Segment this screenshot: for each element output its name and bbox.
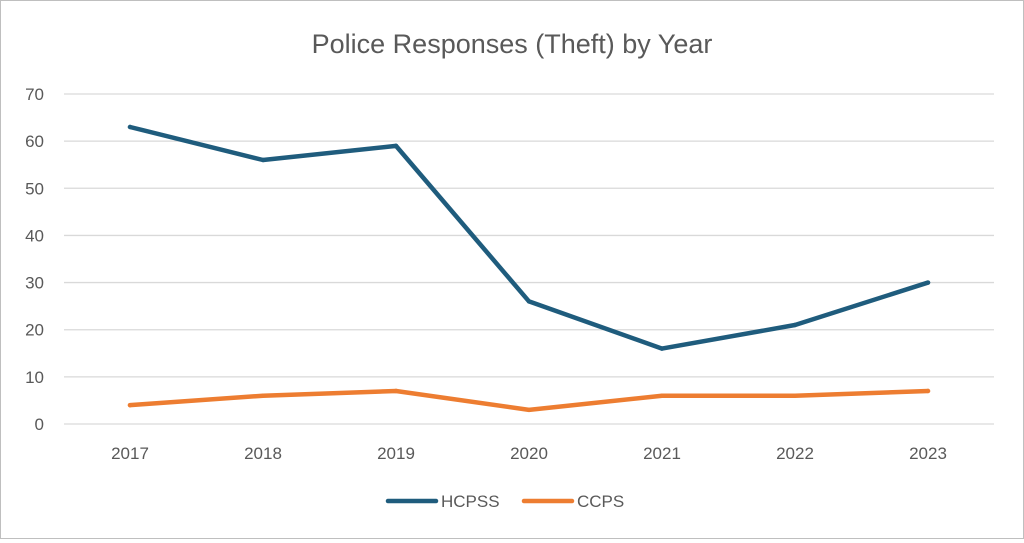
legend: HCPSS CCPS: [385, 492, 624, 511]
x-tick-label: 2021: [643, 444, 681, 463]
y-tick-label: 60: [25, 132, 44, 151]
legend-label-hcpss: HCPSS: [441, 492, 500, 511]
data-point-ccps: [127, 402, 133, 408]
y-tick-label: 40: [25, 226, 44, 245]
data-point-ccps: [260, 393, 266, 398]
y-tick-label: 70: [25, 85, 44, 104]
x-tick-label: 2018: [244, 444, 282, 463]
y-tick-label: 10: [25, 368, 44, 387]
x-tick-label: 2019: [377, 444, 415, 463]
data-point-ccps: [792, 393, 798, 398]
x-tick-label: 2023: [909, 444, 947, 463]
data-point-hcpss: [925, 280, 931, 285]
y-tick-label: 30: [25, 274, 44, 293]
data-point-hcpss: [526, 299, 532, 304]
data-point-hcpss: [393, 143, 399, 149]
y-axis-ticks: 0 10 20 30 40 50 60 70: [25, 85, 44, 434]
chart-title: Police Responses (Theft) by Year: [312, 29, 713, 59]
series-lines: [127, 124, 931, 413]
series-line-hcpss: [127, 124, 931, 351]
data-point-ccps: [393, 388, 399, 394]
y-tick-label: 0: [35, 415, 44, 434]
series-line-ccps: [127, 388, 931, 413]
data-point-hcpss: [659, 346, 665, 351]
y-tick-label: 20: [25, 321, 44, 340]
data-point-hcpss: [260, 157, 266, 163]
data-point-ccps: [659, 393, 665, 398]
data-point-ccps: [526, 407, 532, 413]
x-axis-ticks: 2017 2018 2019 2020 2021 2022 2023: [111, 444, 947, 463]
x-tick-label: 2022: [776, 444, 814, 463]
x-tick-label: 2017: [111, 444, 149, 463]
data-point-hcpss: [792, 322, 798, 328]
gridlines: [64, 93, 994, 425]
data-point-ccps: [925, 388, 931, 394]
data-point-hcpss: [127, 124, 133, 130]
x-tick-label: 2020: [510, 444, 548, 463]
y-tick-label: 50: [25, 179, 44, 198]
legend-label-ccps: CCPS: [577, 492, 624, 511]
